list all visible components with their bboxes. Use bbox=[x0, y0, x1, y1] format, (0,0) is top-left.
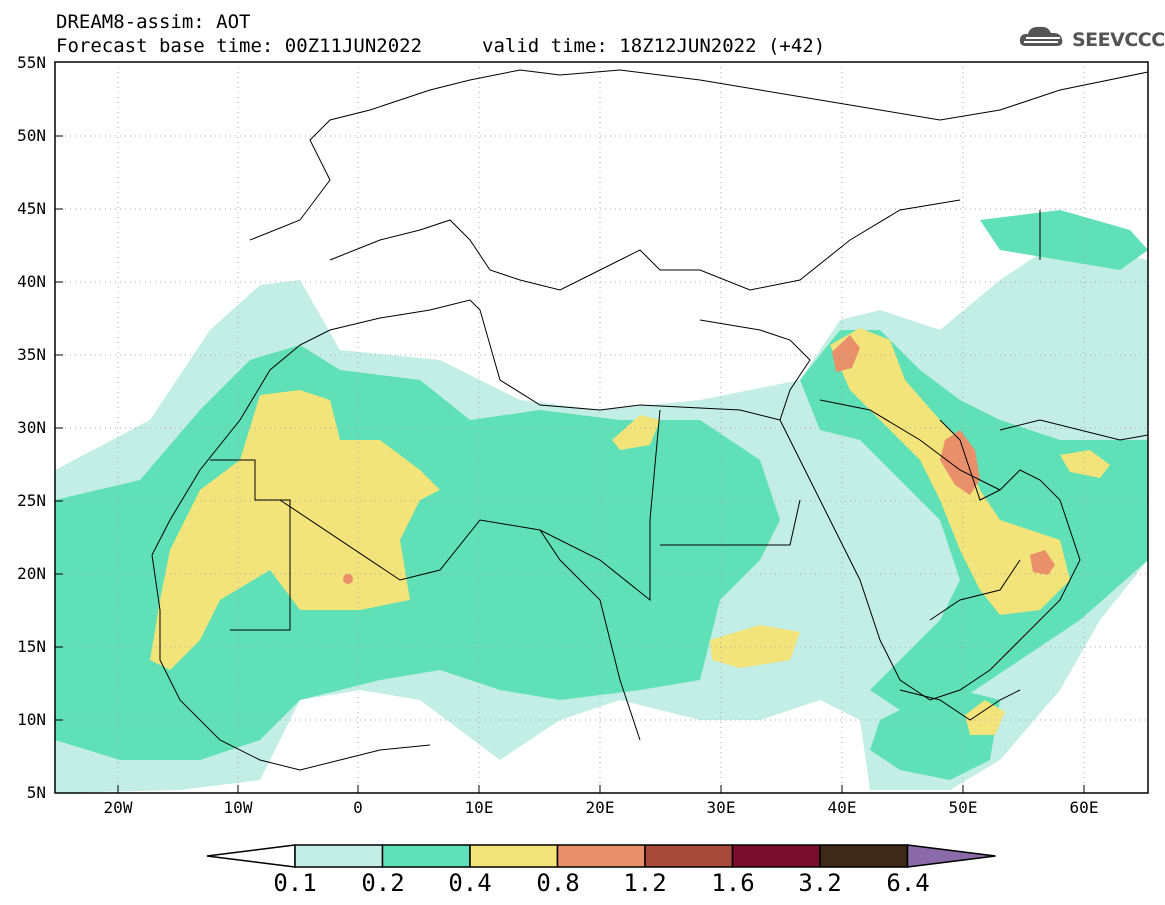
axis-ticks bbox=[55, 61, 1085, 793]
forecast-base-time: Forecast base time: 00Z11JUN2022 bbox=[56, 35, 423, 57]
logo-text: SEEVCCC bbox=[1072, 29, 1165, 51]
lon-label: 10W bbox=[223, 798, 253, 817]
colorbar-label: 0.2 bbox=[361, 869, 405, 897]
lon-label: 60E bbox=[1069, 798, 1099, 817]
colorbar-segment bbox=[469, 844, 559, 868]
colorbar-label: 0.4 bbox=[448, 869, 492, 897]
lat-label: 10N bbox=[17, 710, 46, 729]
colorbar-segment bbox=[556, 844, 646, 868]
colorbar-label: 0.8 bbox=[536, 869, 580, 897]
colorbar-segment bbox=[644, 844, 734, 868]
colorbar-label: 1.6 bbox=[711, 869, 755, 897]
lat-label: 15N bbox=[17, 637, 46, 656]
cloud-icon bbox=[1019, 26, 1063, 46]
lat-label: 25N bbox=[17, 491, 46, 510]
aot-band-0.8-1.2 bbox=[343, 335, 1055, 584]
colorbar-segment bbox=[381, 844, 471, 868]
lat-label: 55N bbox=[17, 53, 46, 72]
lon-label: 10E bbox=[464, 798, 494, 817]
valid-time: valid time: 18Z12JUN2022 (+42) bbox=[482, 35, 826, 57]
lat-label: 5N bbox=[26, 783, 46, 802]
colorbar-label: 6.4 bbox=[886, 869, 930, 897]
colorbar-segment bbox=[819, 844, 909, 868]
colorbar-segment bbox=[731, 844, 821, 868]
lat-label: 50N bbox=[17, 126, 46, 145]
seevccc-logo: SEEVCCC bbox=[1018, 22, 1165, 56]
colorbar-arrow-low bbox=[206, 844, 296, 868]
lon-label: 20E bbox=[585, 798, 615, 817]
graticule bbox=[55, 62, 1148, 793]
lat-label: 40N bbox=[17, 272, 46, 291]
colorbar-segment bbox=[294, 844, 384, 868]
lat-label: 30N bbox=[17, 418, 46, 437]
lon-label: 40E bbox=[827, 798, 857, 817]
map-title: DREAM8-assim: AOT bbox=[56, 11, 251, 33]
lon-label: 20W bbox=[103, 798, 133, 817]
lon-label: 0 bbox=[353, 798, 363, 817]
lat-label: 45N bbox=[17, 199, 46, 218]
aot-fields bbox=[55, 210, 1148, 793]
colorbar-label: 3.2 bbox=[798, 869, 842, 897]
colorbar-arrow-high bbox=[906, 844, 996, 868]
colorbar-label: 1.2 bbox=[623, 869, 667, 897]
coastlines-borders bbox=[151, 69, 1148, 771]
colorbar-label: 0.1 bbox=[273, 869, 317, 897]
lat-label: 20N bbox=[17, 564, 46, 583]
lon-label: 30E bbox=[706, 798, 736, 817]
lon-label: 50E bbox=[948, 798, 978, 817]
lat-label: 35N bbox=[17, 345, 46, 364]
